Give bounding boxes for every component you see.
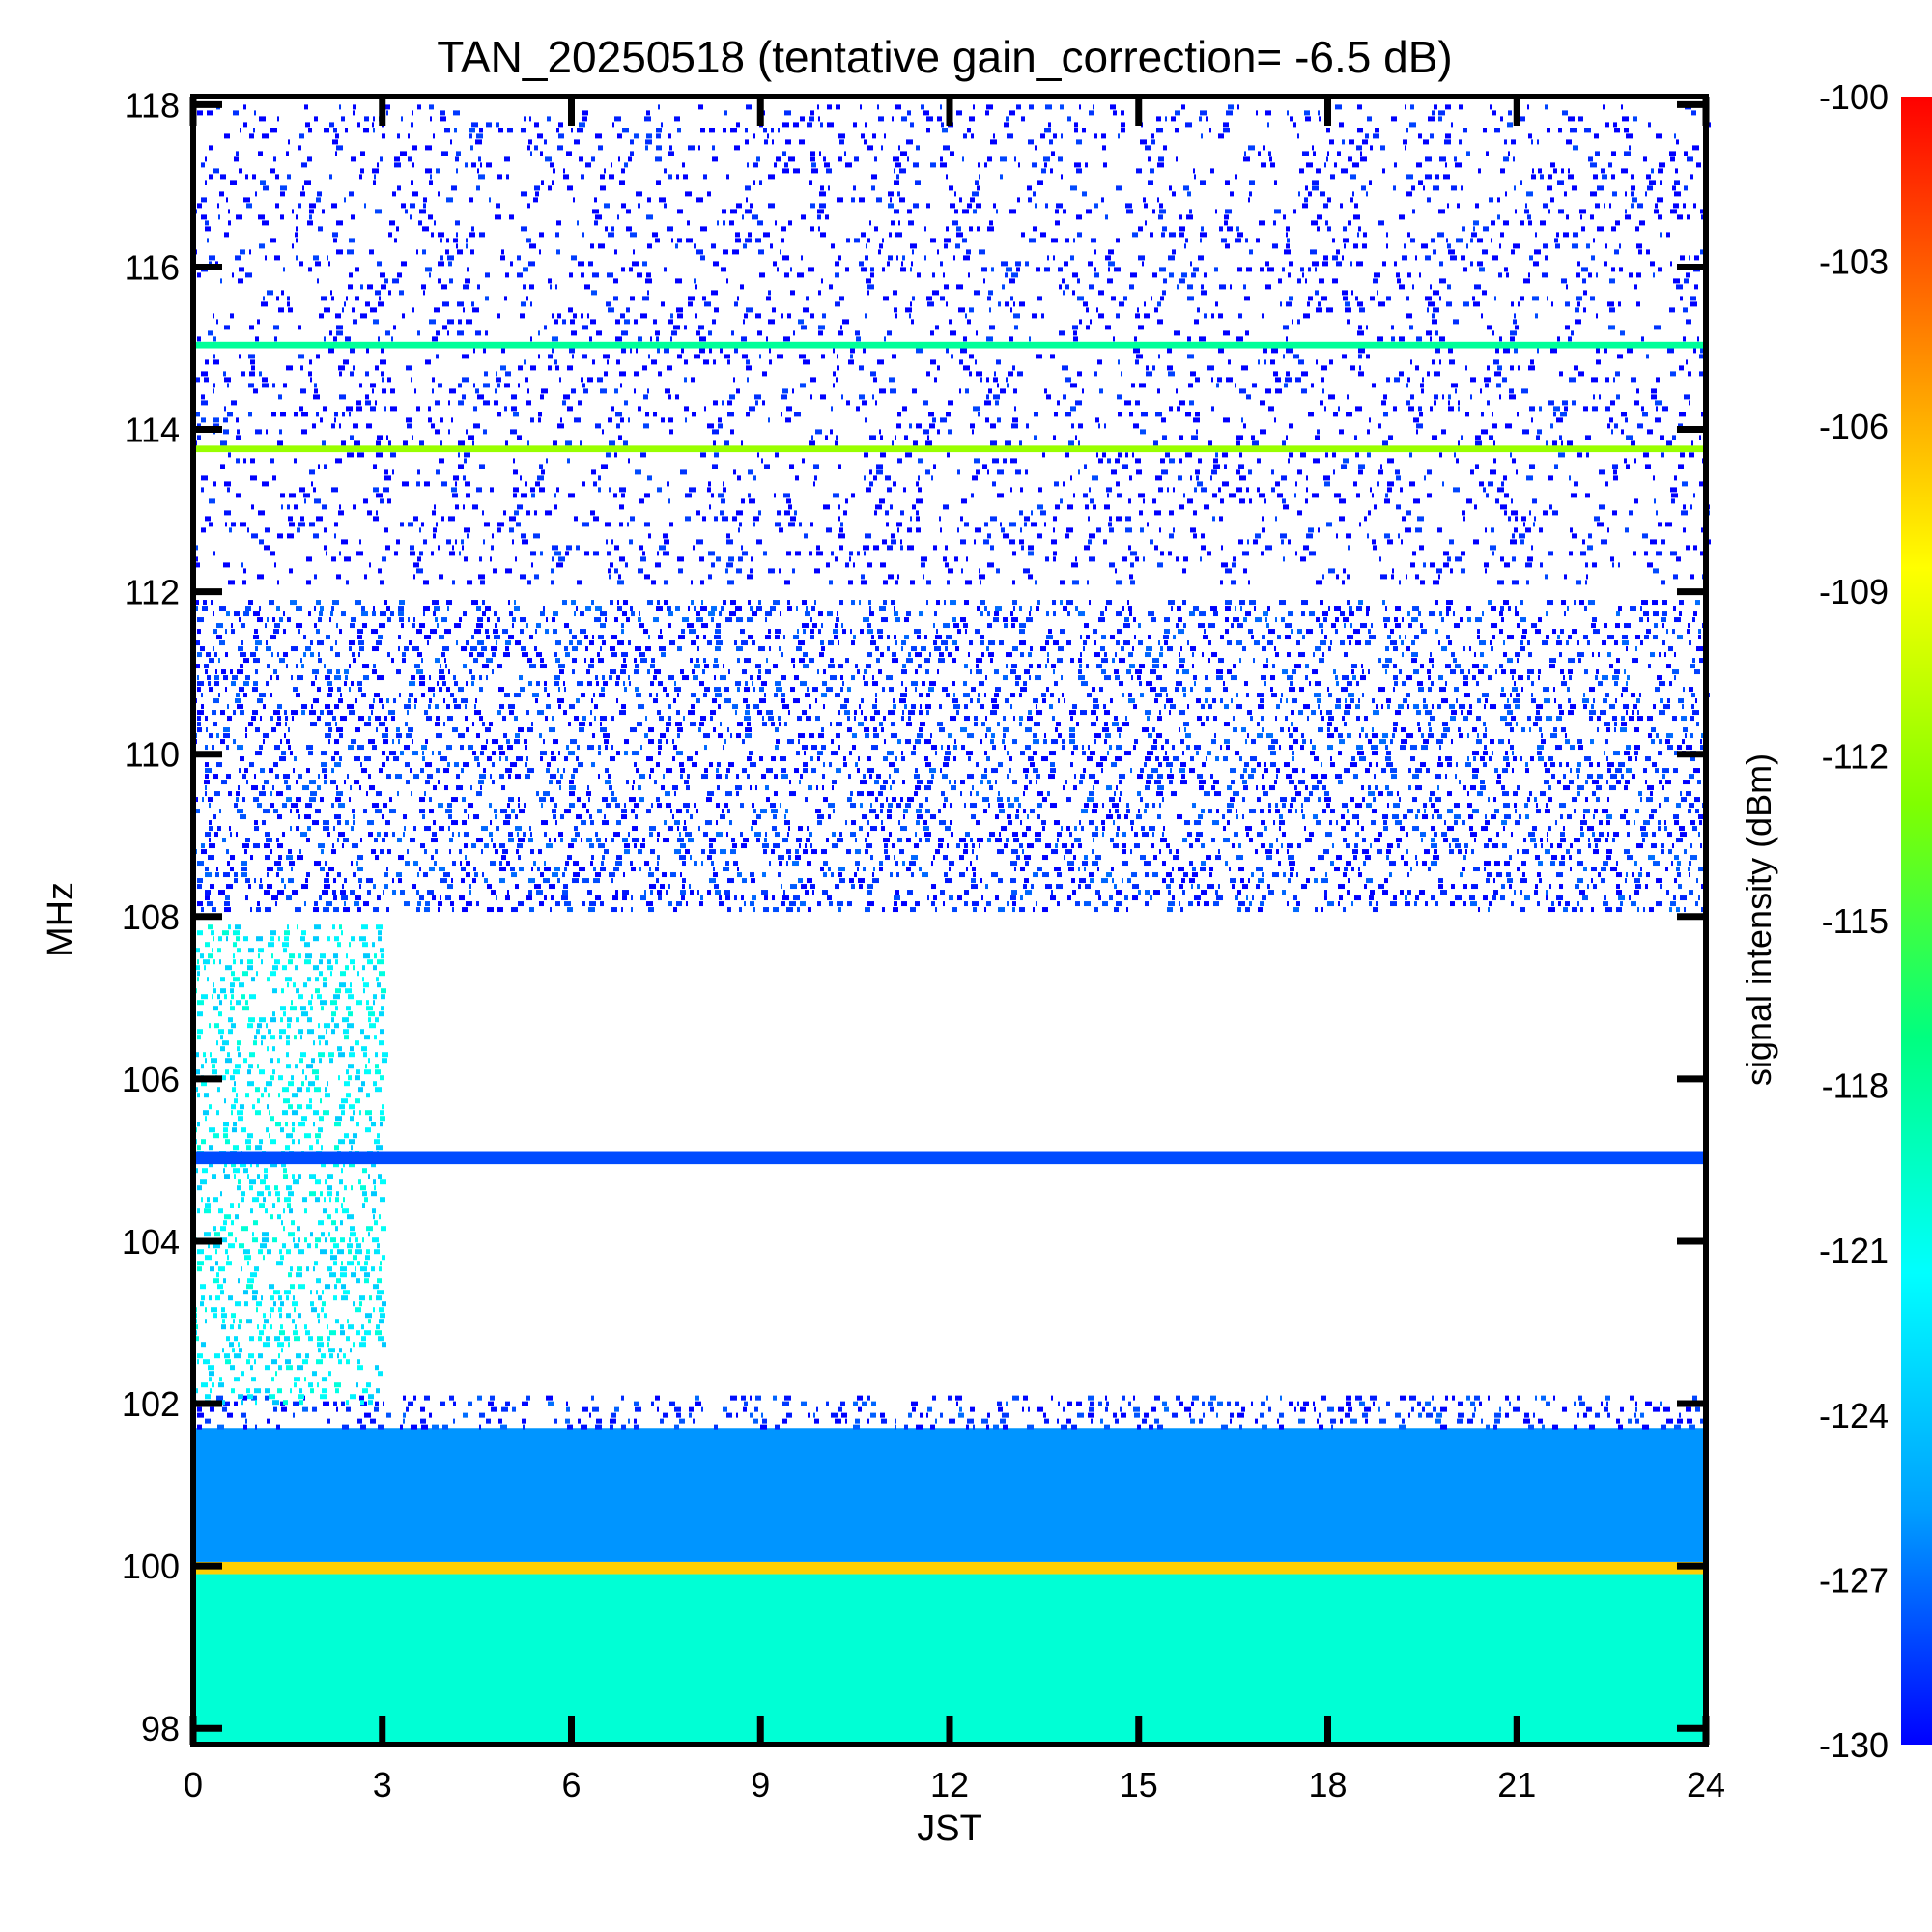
signal-band [193, 1151, 1706, 1165]
x-tick-label: 9 [751, 1765, 770, 1804]
x-tick-label: 24 [1687, 1765, 1725, 1804]
signal-band [193, 341, 1706, 349]
x-tick-label: 0 [184, 1765, 203, 1804]
colorbar-tick-label: -109 [1819, 572, 1889, 611]
colorbar-tick-label: -127 [1819, 1560, 1889, 1600]
colorbar [1901, 97, 1932, 1745]
signal-band [193, 1395, 1703, 1430]
colorbar-tick-labels: -100 -103 -106 -109 -112 -115 -118 -121 -124 -127… [1819, 77, 1889, 1765]
x-tick-label: 21 [1497, 1765, 1536, 1804]
y-tick-label: 118 [125, 85, 180, 125]
y-tick-label: 110 [125, 735, 180, 775]
colorbar-tick-label: -100 [1819, 77, 1889, 117]
y-tick-label: 104 [122, 1222, 180, 1262]
signal-band [193, 445, 1706, 453]
x-tick-label: 3 [373, 1765, 392, 1804]
y-tick-label: 108 [122, 897, 180, 937]
x-tick-labels: 0 3 6 9 12 15 18 21 24 [184, 1765, 1725, 1804]
colorbar-tick-label: -106 [1819, 407, 1889, 446]
signal-band [193, 600, 1710, 913]
y-tick-label: 100 [122, 1547, 180, 1586]
signal-band [193, 924, 388, 1406]
colorbar-label: signal intensity (dBm) [1739, 753, 1778, 1086]
colorbar-tick-label: -124 [1819, 1396, 1889, 1435]
y-tick-label: 98 [141, 1709, 180, 1748]
x-axis-label: JST [917, 1808, 982, 1849]
colorbar-tick-label: -121 [1819, 1231, 1889, 1270]
y-tick-label: 114 [125, 411, 180, 450]
colorbar-tick-label: -115 [1822, 901, 1889, 941]
y-tick-label: 106 [122, 1060, 180, 1099]
signal-band [193, 104, 1711, 585]
plot-frame [190, 94, 1709, 1747]
x-tick-label: 12 [930, 1765, 969, 1804]
y-tick-label: 102 [122, 1384, 180, 1424]
chart-title: TAN_20250518 (tentative gain_correction=… [437, 32, 1452, 82]
y-tick-labels: 98 100 102 104 106 108 110 112 114 116 118 [122, 85, 180, 1748]
x-tick-label: 18 [1308, 1765, 1347, 1804]
y-axis-label: MHz [41, 882, 81, 957]
colorbar-tick-label: -118 [1822, 1066, 1889, 1106]
plot-area [193, 104, 1711, 1745]
colorbar-tick-label: -112 [1822, 736, 1889, 776]
colorbar-tick-label: -103 [1819, 242, 1889, 282]
x-tick-label: 15 [1120, 1765, 1158, 1804]
x-tick-label: 6 [561, 1765, 581, 1804]
colorbar-tick-label: -130 [1819, 1725, 1889, 1765]
signal-band [193, 1561, 1706, 1575]
signal-band [193, 1428, 1706, 1562]
y-tick-label: 116 [125, 247, 180, 287]
y-tick-label: 112 [125, 573, 180, 612]
